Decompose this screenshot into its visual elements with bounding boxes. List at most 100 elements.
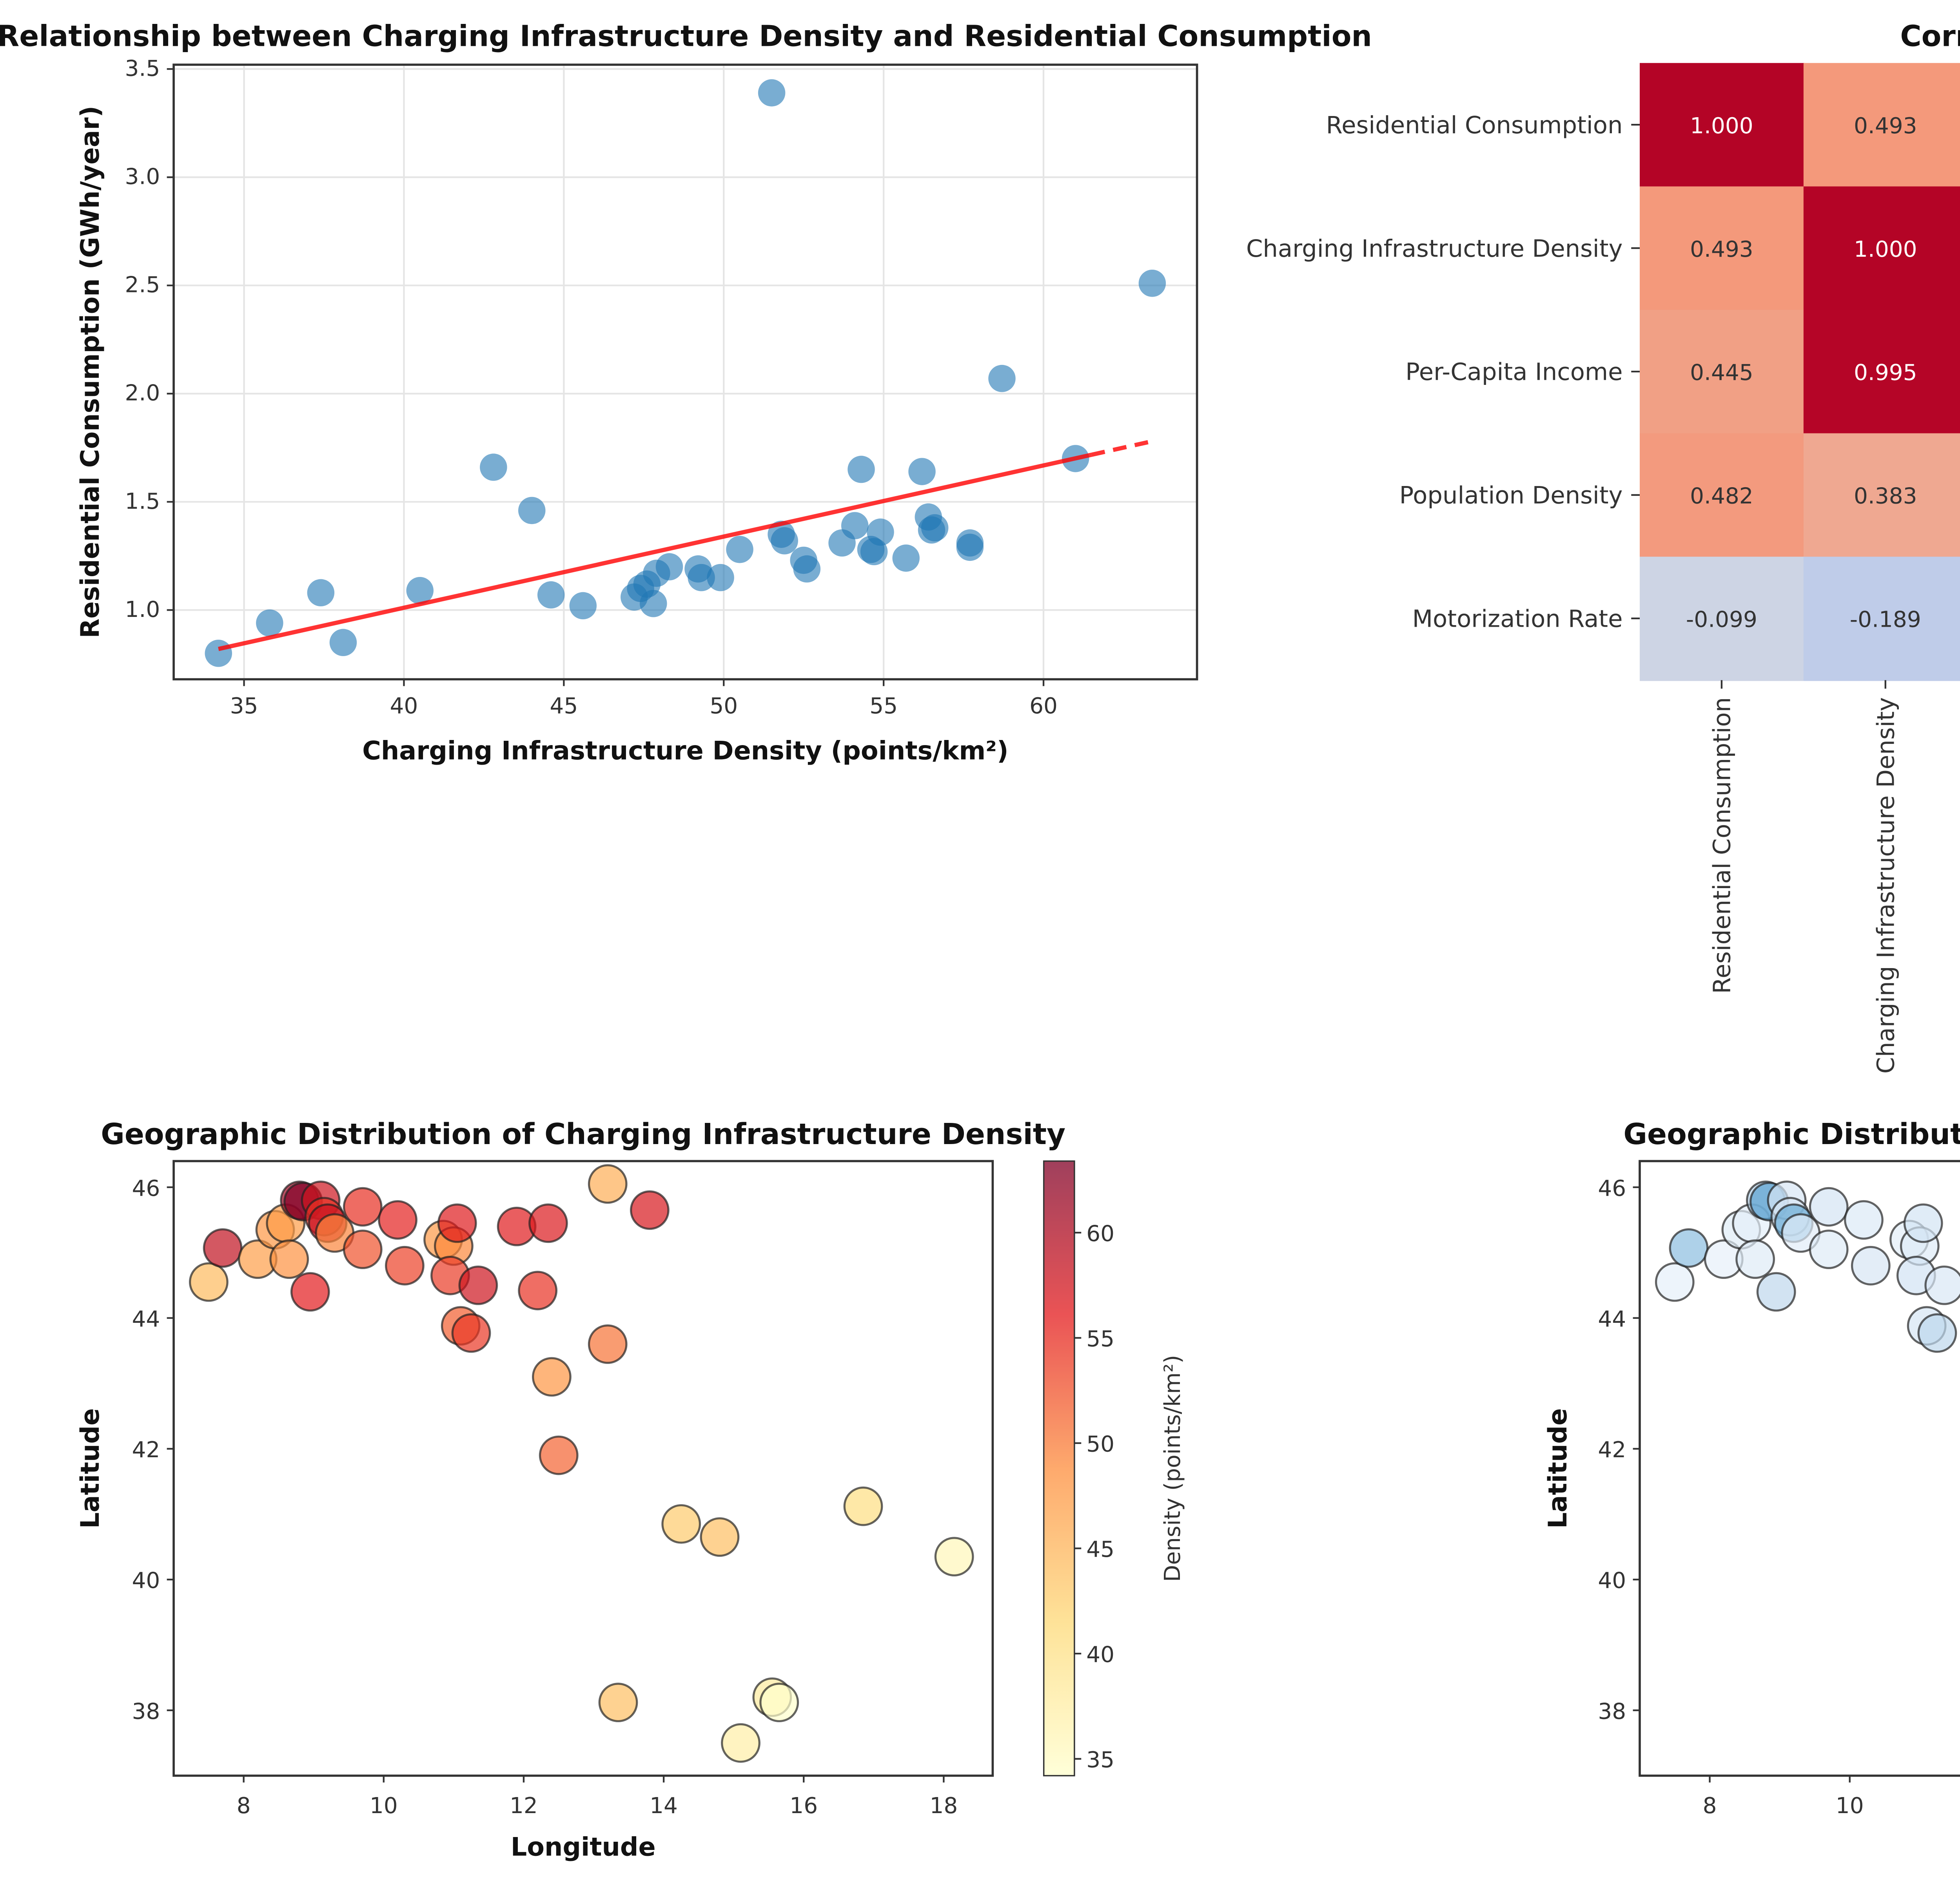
- chart-title: Geographic Distribution of Residential C…: [1623, 1117, 1960, 1151]
- data-point: [988, 365, 1016, 392]
- colorbar-tick-label: 60: [1086, 1221, 1114, 1247]
- cell-value: 0.493: [1854, 113, 1917, 139]
- data-point: [892, 544, 920, 572]
- y-tick-label: 42: [1598, 1437, 1626, 1463]
- data-point: [867, 518, 894, 546]
- cell-value: 0.482: [1690, 484, 1753, 509]
- cell-value: -0.099: [1686, 607, 1757, 633]
- data-point: [256, 609, 283, 637]
- location-marker: [269, 1239, 309, 1279]
- location-marker: [458, 1265, 498, 1305]
- x-tick-label: 35: [230, 693, 258, 719]
- location-marker: [700, 1517, 740, 1557]
- location-marker: [1735, 1239, 1775, 1279]
- row-label: Population Density: [1399, 482, 1623, 510]
- heatmap-cell: [1639, 310, 1805, 434]
- y-tick-label: 46: [132, 1176, 160, 1201]
- column-label: Charging Infrastructure Density: [1872, 697, 1900, 1074]
- location-marker: [343, 1187, 383, 1227]
- location-marker: [1844, 1200, 1884, 1240]
- location-marker: [1669, 1228, 1709, 1268]
- x-tick-label: 45: [550, 693, 578, 719]
- cell-value: 0.493: [1690, 237, 1753, 262]
- location-marker: [588, 1324, 628, 1364]
- row-label: Per-Capita Income: [1405, 359, 1622, 386]
- cell-value: 1.000: [1854, 237, 1917, 262]
- data-point: [771, 527, 798, 555]
- y-tick-label: 1.0: [125, 597, 160, 622]
- trend-line: [218, 452, 1092, 651]
- data-point: [758, 79, 786, 107]
- location-marker: [378, 1200, 417, 1240]
- x-tick-label: 8: [1703, 1793, 1717, 1819]
- colorbar-tick-label: 50: [1086, 1432, 1114, 1457]
- location-marker: [1655, 1262, 1695, 1302]
- location-marker: [1924, 1265, 1960, 1305]
- x-tick-label: 14: [650, 1793, 678, 1819]
- data-point: [848, 455, 875, 483]
- location-marker: [588, 1164, 628, 1204]
- x-tick-label: 60: [1029, 693, 1058, 719]
- y-tick-label: 44: [132, 1306, 160, 1332]
- y-axis-label: Latitude: [76, 1408, 105, 1529]
- location-marker: [437, 1203, 477, 1243]
- location-marker: [1756, 1272, 1796, 1312]
- location-marker: [518, 1271, 558, 1311]
- location-marker: [759, 1683, 799, 1723]
- y-tick-label: 40: [1598, 1568, 1626, 1594]
- chart-title: Geographic Distribution of Charging Infr…: [101, 1117, 1065, 1151]
- location-marker: [528, 1203, 568, 1243]
- x-tick-label: 18: [929, 1793, 958, 1819]
- data-point: [793, 555, 821, 583]
- heatmap-cell: [1639, 63, 1805, 187]
- colorbar-tick-label: 35: [1086, 1747, 1114, 1773]
- data-point: [908, 458, 936, 485]
- heatmap-cell: [1639, 557, 1805, 681]
- cell-value: 0.445: [1690, 360, 1753, 386]
- data-point: [956, 533, 984, 561]
- data-point: [640, 590, 667, 617]
- y-tick-label: 44: [1598, 1306, 1626, 1332]
- plot-frame: [172, 63, 1198, 680]
- y-tick-label: 46: [1598, 1176, 1626, 1201]
- geo-density-map: 8 10 12 14 16 18 38 40 42 44 46 Geographic Distribu…: [76, 1117, 1185, 1862]
- heatmap-cell: [1639, 433, 1805, 558]
- location-marker: [598, 1683, 638, 1723]
- data-point: [329, 629, 357, 656]
- heatmap-cell: [1803, 433, 1960, 558]
- y-tick-label: 2.5: [125, 272, 160, 298]
- location-marker: [1809, 1187, 1849, 1227]
- location-marker: [630, 1190, 670, 1230]
- data-point: [480, 453, 507, 481]
- y-tick-label: 40: [132, 1568, 160, 1594]
- data-point: [841, 512, 869, 539]
- location-marker: [189, 1262, 229, 1302]
- x-tick-label: 16: [789, 1793, 818, 1819]
- location-marker: [203, 1228, 243, 1268]
- location-marker: [1917, 1313, 1957, 1353]
- y-tick-label: 3.0: [125, 164, 160, 190]
- data-point: [518, 497, 546, 524]
- location-marker: [934, 1537, 974, 1577]
- heatmap-cell: [1639, 186, 1805, 311]
- y-tick-label: 38: [1598, 1699, 1626, 1724]
- plot-frame: [1639, 1160, 1960, 1777]
- heatmap-cell: [1803, 186, 1960, 311]
- location-marker: [385, 1246, 425, 1286]
- colorbar-tick-label: 40: [1086, 1642, 1114, 1668]
- location-marker: [539, 1435, 579, 1475]
- y-tick-label: 38: [132, 1699, 160, 1724]
- cell-value: 1.000: [1690, 113, 1753, 139]
- colorbar-tick-label: 45: [1086, 1537, 1114, 1562]
- x-tick-label: 12: [510, 1793, 538, 1819]
- location-marker: [451, 1313, 491, 1353]
- x-tick-label: 10: [1836, 1793, 1864, 1819]
- colorbar-label: Density (points/km²): [1160, 1355, 1185, 1582]
- heatmap-cell: [1803, 63, 1960, 187]
- data-point: [569, 592, 597, 620]
- data-point: [655, 553, 683, 580]
- correlation-heatmap: 1.000 0.493 0.445 0.482 -0.099 0.493 1.000 0.99…: [1246, 19, 1960, 1074]
